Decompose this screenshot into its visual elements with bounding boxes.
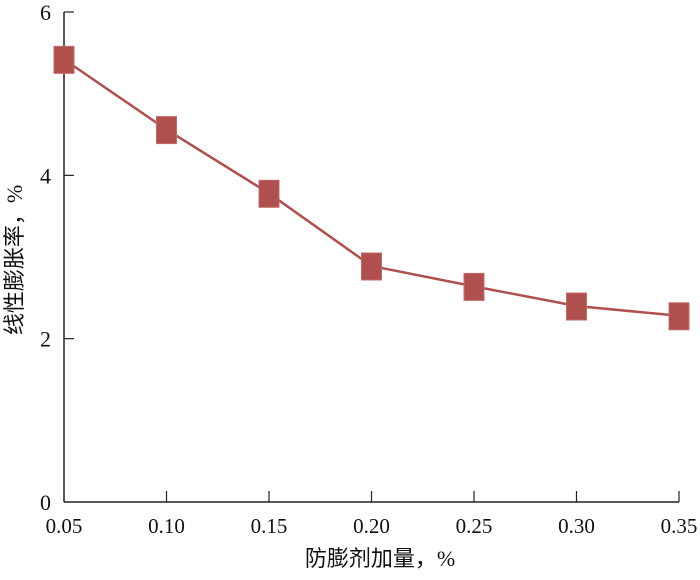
x-tick-label: 0.35 xyxy=(661,514,698,538)
data-point-marker xyxy=(156,116,177,145)
data-point-marker xyxy=(463,272,485,301)
x-tick-label: 0.20 xyxy=(353,514,390,538)
y-tick-label: 2 xyxy=(40,327,51,352)
x-tick-label: 0.15 xyxy=(251,514,288,538)
x-tick-label: 0.30 xyxy=(558,514,595,538)
y-tick-label: 0 xyxy=(40,490,51,515)
data-point-marker xyxy=(668,302,690,331)
y-tick-label: 4 xyxy=(40,163,51,188)
y-tick-label: 6 xyxy=(40,0,51,25)
y-axis-label: 线性膨胀率，% xyxy=(2,185,27,335)
data-point-marker xyxy=(258,179,280,208)
x-axis-label: 防膨剂加量，% xyxy=(305,546,455,571)
x-tick-label: 0.25 xyxy=(456,514,493,538)
data-point-marker xyxy=(566,292,587,321)
x-tick-label: 0.05 xyxy=(46,514,83,538)
data-point-marker xyxy=(361,252,382,281)
data-point-marker xyxy=(53,45,75,74)
x-tick-label: 0.10 xyxy=(148,514,185,538)
